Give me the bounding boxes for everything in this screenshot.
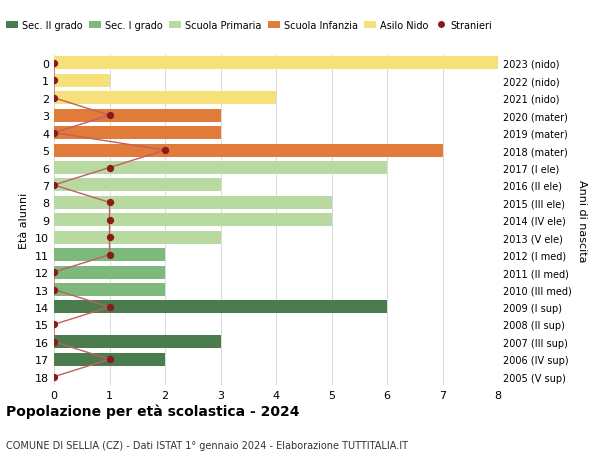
Point [49,269,59,276]
Point [105,217,115,224]
Bar [54,162,387,175]
Point [160,147,170,154]
Point [105,356,115,363]
Text: COMUNE DI SELLIA (CZ) - Dati ISTAT 1° gennaio 2024 - Elaborazione TUTTITALIA.IT: COMUNE DI SELLIA (CZ) - Dati ISTAT 1° ge… [6,440,408,450]
Point [105,112,115,120]
Point [49,130,59,137]
Point [49,95,59,102]
Bar [54,179,221,192]
Bar [54,301,387,314]
Point [49,373,59,381]
Point [49,60,59,67]
Point [105,252,115,259]
Point [49,338,59,346]
Y-axis label: Anni di nascita: Anni di nascita [577,179,587,262]
Point [49,321,59,328]
Bar [54,353,165,366]
Bar [54,283,165,297]
Bar [54,144,443,157]
Text: Popolazione per età scolastica - 2024: Popolazione per età scolastica - 2024 [6,403,299,418]
Bar [54,127,221,140]
Bar [54,109,221,123]
Bar [54,249,165,262]
Point [49,286,59,294]
Bar [54,266,165,279]
Bar [54,214,331,227]
Y-axis label: Età alunni: Età alunni [19,192,29,248]
Point [105,303,115,311]
Point [49,182,59,189]
Point [105,234,115,241]
Bar [54,231,221,244]
Bar [54,92,276,105]
Point [49,78,59,85]
Point [105,164,115,172]
Point [105,199,115,207]
Bar [54,57,498,70]
Bar [54,75,110,88]
Legend: Sec. II grado, Sec. I grado, Scuola Primaria, Scuola Infanzia, Asilo Nido, Stran: Sec. II grado, Sec. I grado, Scuola Prim… [2,17,496,35]
Bar [54,196,331,209]
Bar [54,336,221,348]
